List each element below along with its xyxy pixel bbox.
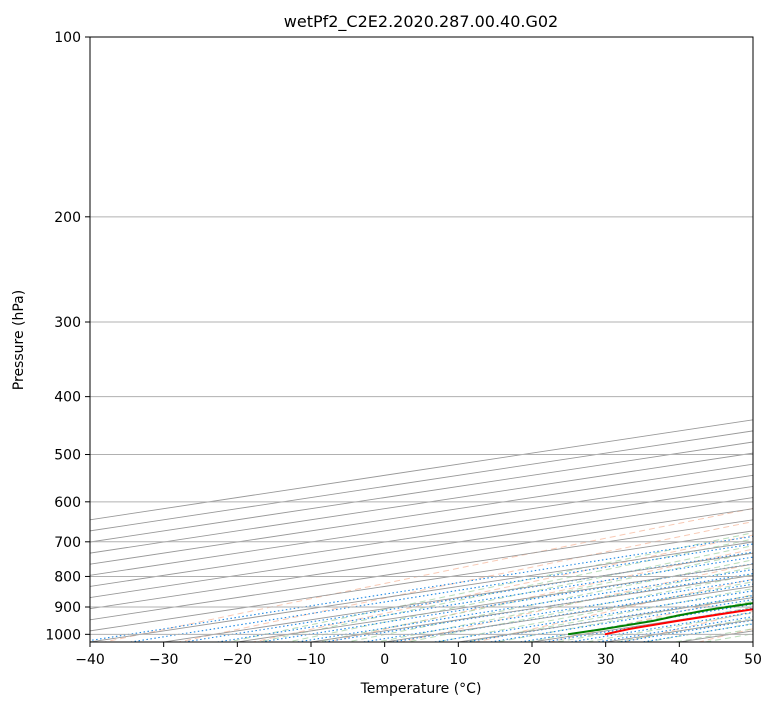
x-axis-ticks: −40 −30 −20 −10 0 10 20 30 40 50	[75, 642, 762, 668]
isotherm-line	[90, 441, 753, 543]
y-tick-label: 100	[54, 30, 81, 46]
x-tick-label: −10	[296, 652, 326, 668]
moist-adiabat-line	[255, 538, 753, 642]
isotherm-line	[90, 541, 753, 642]
y-tick-label: 600	[54, 495, 81, 511]
isotherm-line	[90, 508, 753, 610]
y-tick-label: 1000	[45, 627, 81, 643]
mixing-ratio-line	[430, 590, 753, 642]
temperature-profile	[604, 608, 753, 636]
moist-adiabat-line	[464, 588, 753, 642]
x-tick-label: 20	[523, 652, 541, 668]
isotherm-line	[234, 563, 753, 642]
moist-adiabat-line	[344, 559, 753, 642]
moist-adiabat-line	[434, 581, 753, 642]
isotherm-line	[90, 485, 753, 587]
x-tick-label: −20	[223, 652, 253, 668]
y-tick-label: 500	[54, 448, 81, 464]
y-axis-ticks: 100 200 300 400 500 600 700 800 900 1000	[45, 30, 90, 643]
x-tick-label: 50	[744, 652, 762, 668]
isotherm-line	[90, 497, 753, 599]
mixing-ratio-line	[486, 599, 753, 642]
y-tick-label: 200	[54, 210, 81, 226]
x-axis-title: Temperature (°C)	[360, 681, 482, 697]
dry-adiabat-line	[753, 37, 775, 647]
isotherm-line	[90, 519, 753, 621]
dry-adiabat-line	[473, 578, 753, 642]
y-axis-title: Pressure (hPa)	[11, 290, 27, 390]
x-tick-label: 30	[597, 652, 615, 668]
moist-adiabat-line	[285, 545, 753, 642]
x-tick-label: −30	[149, 652, 179, 668]
isotherm-line	[90, 430, 753, 532]
moist-adiabat-line	[315, 552, 753, 642]
y-tick-label: 700	[54, 535, 81, 551]
pressure-gridlines	[90, 37, 753, 635]
dewpoint-profile	[567, 602, 753, 636]
y-tick-label: 900	[54, 600, 81, 616]
dry-adiabat-line	[696, 628, 753, 642]
y-tick-label: 800	[54, 569, 81, 585]
moist-adiabat-line	[702, 633, 753, 642]
isotherm-line	[90, 419, 753, 521]
moist-adiabat-line	[374, 566, 753, 642]
isotherms	[90, 419, 753, 642]
isotherm-line	[90, 452, 753, 554]
mixing-ratio-line	[90, 535, 753, 642]
moist-adiabat-line	[494, 594, 753, 642]
y-tick-label: 400	[54, 390, 81, 406]
plot-frame	[89, 36, 754, 643]
isotherm-line	[90, 530, 753, 632]
isotherm-line	[528, 608, 753, 642]
dry-adiabat-line	[250, 534, 753, 642]
isotherm-line	[90, 463, 753, 565]
isotherm-line	[381, 585, 753, 642]
isotherm-line	[90, 474, 753, 576]
dry-adiabat-line	[176, 521, 753, 642]
chart-title: wetPf2_C2E2.2020.287.00.40.G02	[284, 12, 558, 32]
dry-adiabat-line	[399, 563, 753, 642]
x-tick-label: 40	[670, 652, 688, 668]
mixing-ratio-line	[127, 543, 753, 642]
plot-area: -100-90-80-70-60-50-40-30-20-100.10.20.4…	[90, 37, 775, 647]
profiles	[567, 602, 753, 636]
dry-adiabats	[102, 37, 775, 647]
x-tick-label: −40	[75, 652, 105, 668]
y-tick-label: 300	[54, 315, 81, 331]
moist-adiabat-line	[524, 600, 753, 642]
moist-adiabat-line	[225, 532, 753, 642]
moist-adiabat-line	[553, 606, 753, 642]
moist-adiabats	[225, 532, 753, 642]
x-tick-label: 10	[449, 652, 467, 668]
dry-adiabat-line	[102, 507, 753, 642]
x-tick-label: 0	[380, 652, 389, 668]
